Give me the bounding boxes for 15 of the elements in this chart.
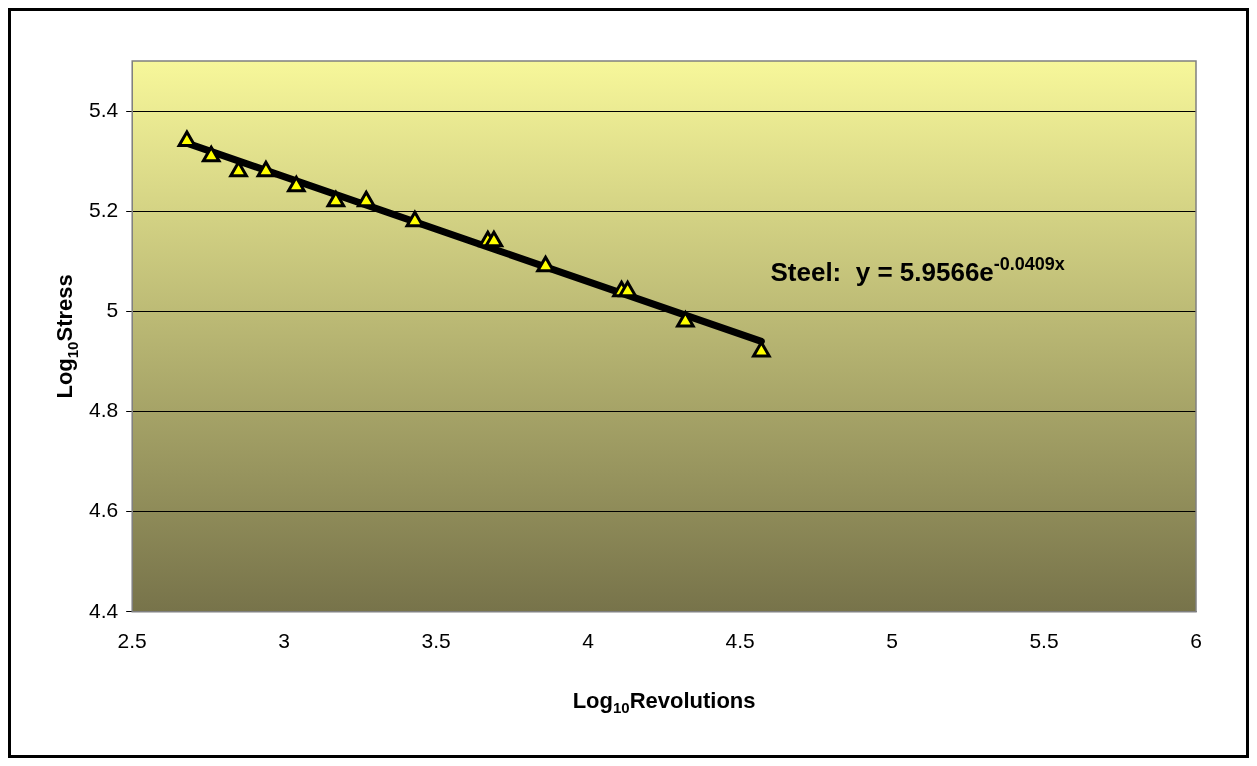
x-tick-label: 6: [1190, 629, 1202, 653]
y-tick-label: 5.4: [88, 97, 119, 121]
x-tick-label: 5.5: [1029, 629, 1059, 653]
x-tick-label: 4: [582, 629, 595, 653]
y-tick-label: 4.8: [88, 398, 119, 422]
y-tick-label: 4.6: [88, 498, 119, 522]
x-tick-label: 4.5: [725, 629, 755, 653]
y-axis-title: Log10Stress: [52, 274, 81, 399]
y-tick-label: 5: [106, 298, 119, 322]
x-tick-label: 2.5: [117, 629, 147, 653]
x-tick-label: 3: [278, 629, 291, 653]
x-tick-label: 5: [886, 629, 898, 653]
x-tick-label: 3.5: [421, 629, 451, 653]
y-tick-label: 5.2: [88, 198, 119, 222]
y-tick-label: 4.4: [88, 598, 119, 622]
